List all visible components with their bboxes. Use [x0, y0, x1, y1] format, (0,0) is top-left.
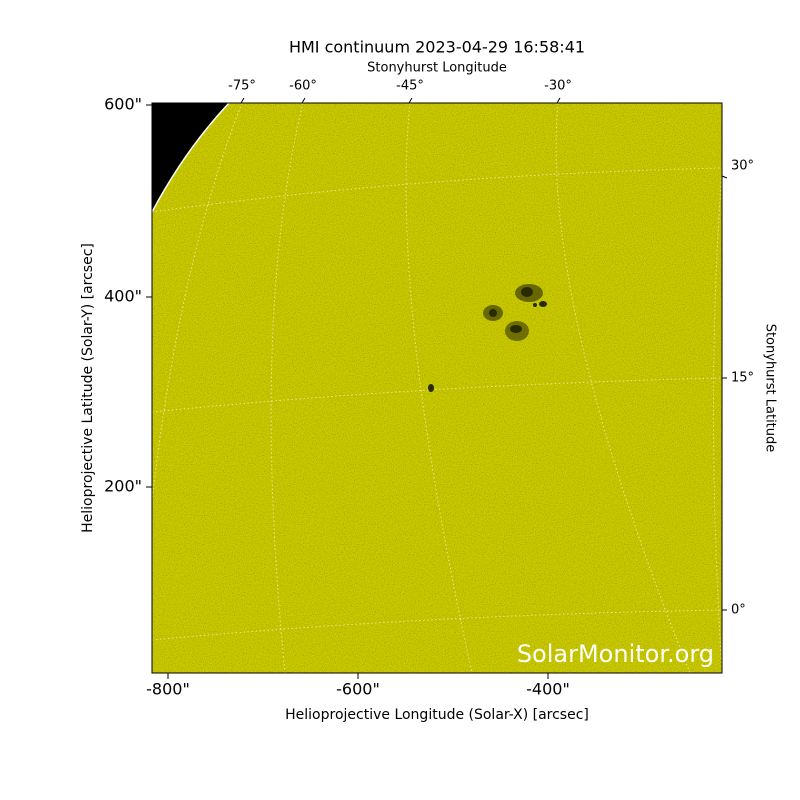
top-axis-label: Stonyhurst Longitude [367, 61, 507, 76]
y-tick-label: 600" [104, 95, 142, 114]
y-axis-label: Helioprojective Latitude (Solar-Y) [arcs… [80, 243, 96, 533]
limb [152, 103, 230, 213]
x-tick-label: -600" [336, 680, 380, 699]
bottom-axis: -800" -600" -400" Helioprojective Longit… [146, 673, 589, 723]
sunspots [428, 284, 547, 392]
top-tick-label: -60° [289, 79, 317, 94]
y-tick-label: 200" [104, 477, 142, 496]
left-axis: 600" 400" 200" Helioprojective Latitude … [80, 95, 152, 533]
watermark: SolarMonitor.org [517, 640, 714, 668]
space [152, 103, 229, 212]
photosphere [152, 103, 722, 673]
right-tick-label: 30° [731, 159, 754, 174]
solar-image: SolarMonitor.org [152, 103, 722, 673]
right-tick-label: 0° [731, 603, 746, 618]
right-axis-label: Stonyhurst Latitude [763, 324, 778, 453]
x-tick-label: -400" [526, 680, 570, 699]
top-tick-label: -30° [544, 79, 572, 94]
plot-frame [151, 102, 723, 674]
top-axis: -75° -60° -45° -30° [228, 79, 572, 104]
x-axis-label: Helioprojective Longitude (Solar-X) [arc… [285, 707, 589, 723]
title: HMI continuum 2023-04-29 16:58:41 [289, 38, 585, 57]
top-tick-label: -45° [396, 79, 424, 94]
y-tick-label: 400" [104, 287, 142, 306]
x-tick-label: -800" [146, 680, 190, 699]
right-axis: 30° 15° 0° Stonyhurst Latitude [721, 159, 778, 618]
top-tick-label: -75° [228, 79, 256, 94]
right-tick-label: 15° [731, 371, 754, 386]
